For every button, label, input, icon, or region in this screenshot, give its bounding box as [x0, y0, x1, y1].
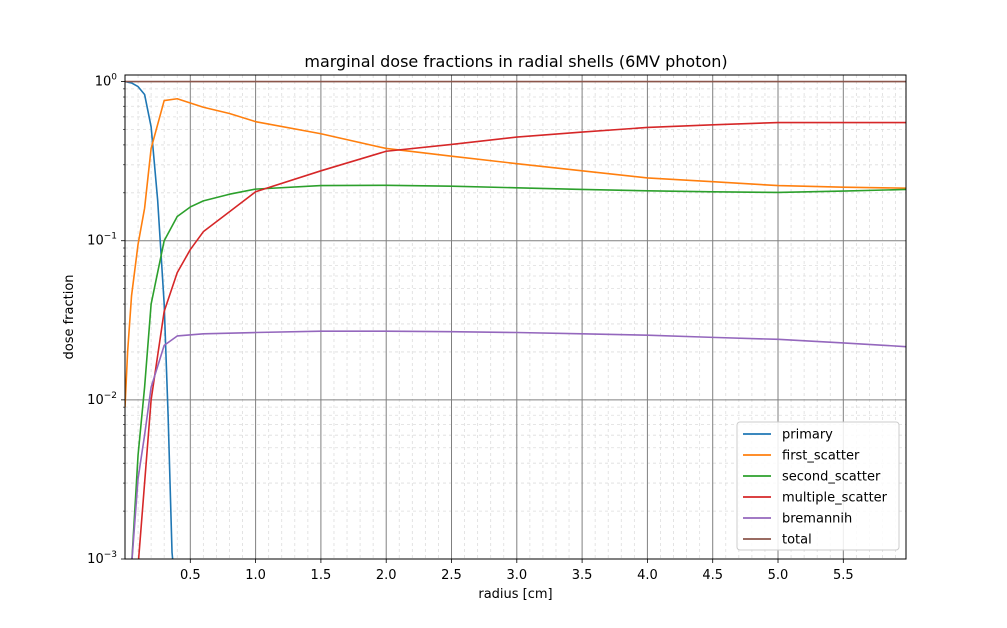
- series-line-second-scatter: [131, 184, 906, 559]
- x-tick-label: 1.0: [245, 568, 266, 583]
- x-tick-label: 2.5: [441, 568, 462, 583]
- series-line-first-scatter: [125, 97, 906, 408]
- legend: primary first_scatter second_scattermultip…: [736, 421, 900, 551]
- x-tick-label: 0.5: [180, 568, 201, 583]
- legend-label: total: [782, 533, 812, 548]
- chart-title: marginal dose fractions in radial shells…: [304, 52, 727, 71]
- legend-label: multiple_scatter: [782, 491, 888, 506]
- y-axis-label: dose fraction: [62, 274, 77, 359]
- legend-label: bremannih: [782, 512, 852, 527]
- x-tick-label: 4.0: [637, 568, 658, 583]
- x-tick-label: 5.0: [768, 568, 789, 583]
- series-lines: [125, 80, 906, 559]
- x-tick-label: 2.0: [376, 568, 397, 583]
- x-tick-label: 3.5: [572, 568, 593, 583]
- legend-label: primary: [782, 428, 833, 443]
- legend-box: [736, 421, 900, 551]
- series-line-bremannih: [131, 330, 906, 559]
- series-line-primary: [125, 80, 174, 559]
- series-line-multiple-scatter: [137, 121, 906, 559]
- grid: [125, 75, 906, 560]
- axis-ticks: 0.5 1.0 1.5 2.0 2.5 3.0 3.5 4.0 4.5 5.0 5.510010−1…: [87, 73, 853, 583]
- x-tick-label: 5.5: [833, 568, 854, 583]
- plot-frame: [124, 74, 907, 560]
- x-tick-label: 3.0: [506, 568, 527, 583]
- legend-label: first_scatter: [782, 449, 860, 464]
- x-tick-label: 4.5: [702, 568, 723, 583]
- legend-label: second_scatter: [782, 470, 881, 485]
- x-tick-label: 1.5: [311, 568, 332, 583]
- x-axis-label: radius [cm]: [478, 587, 552, 602]
